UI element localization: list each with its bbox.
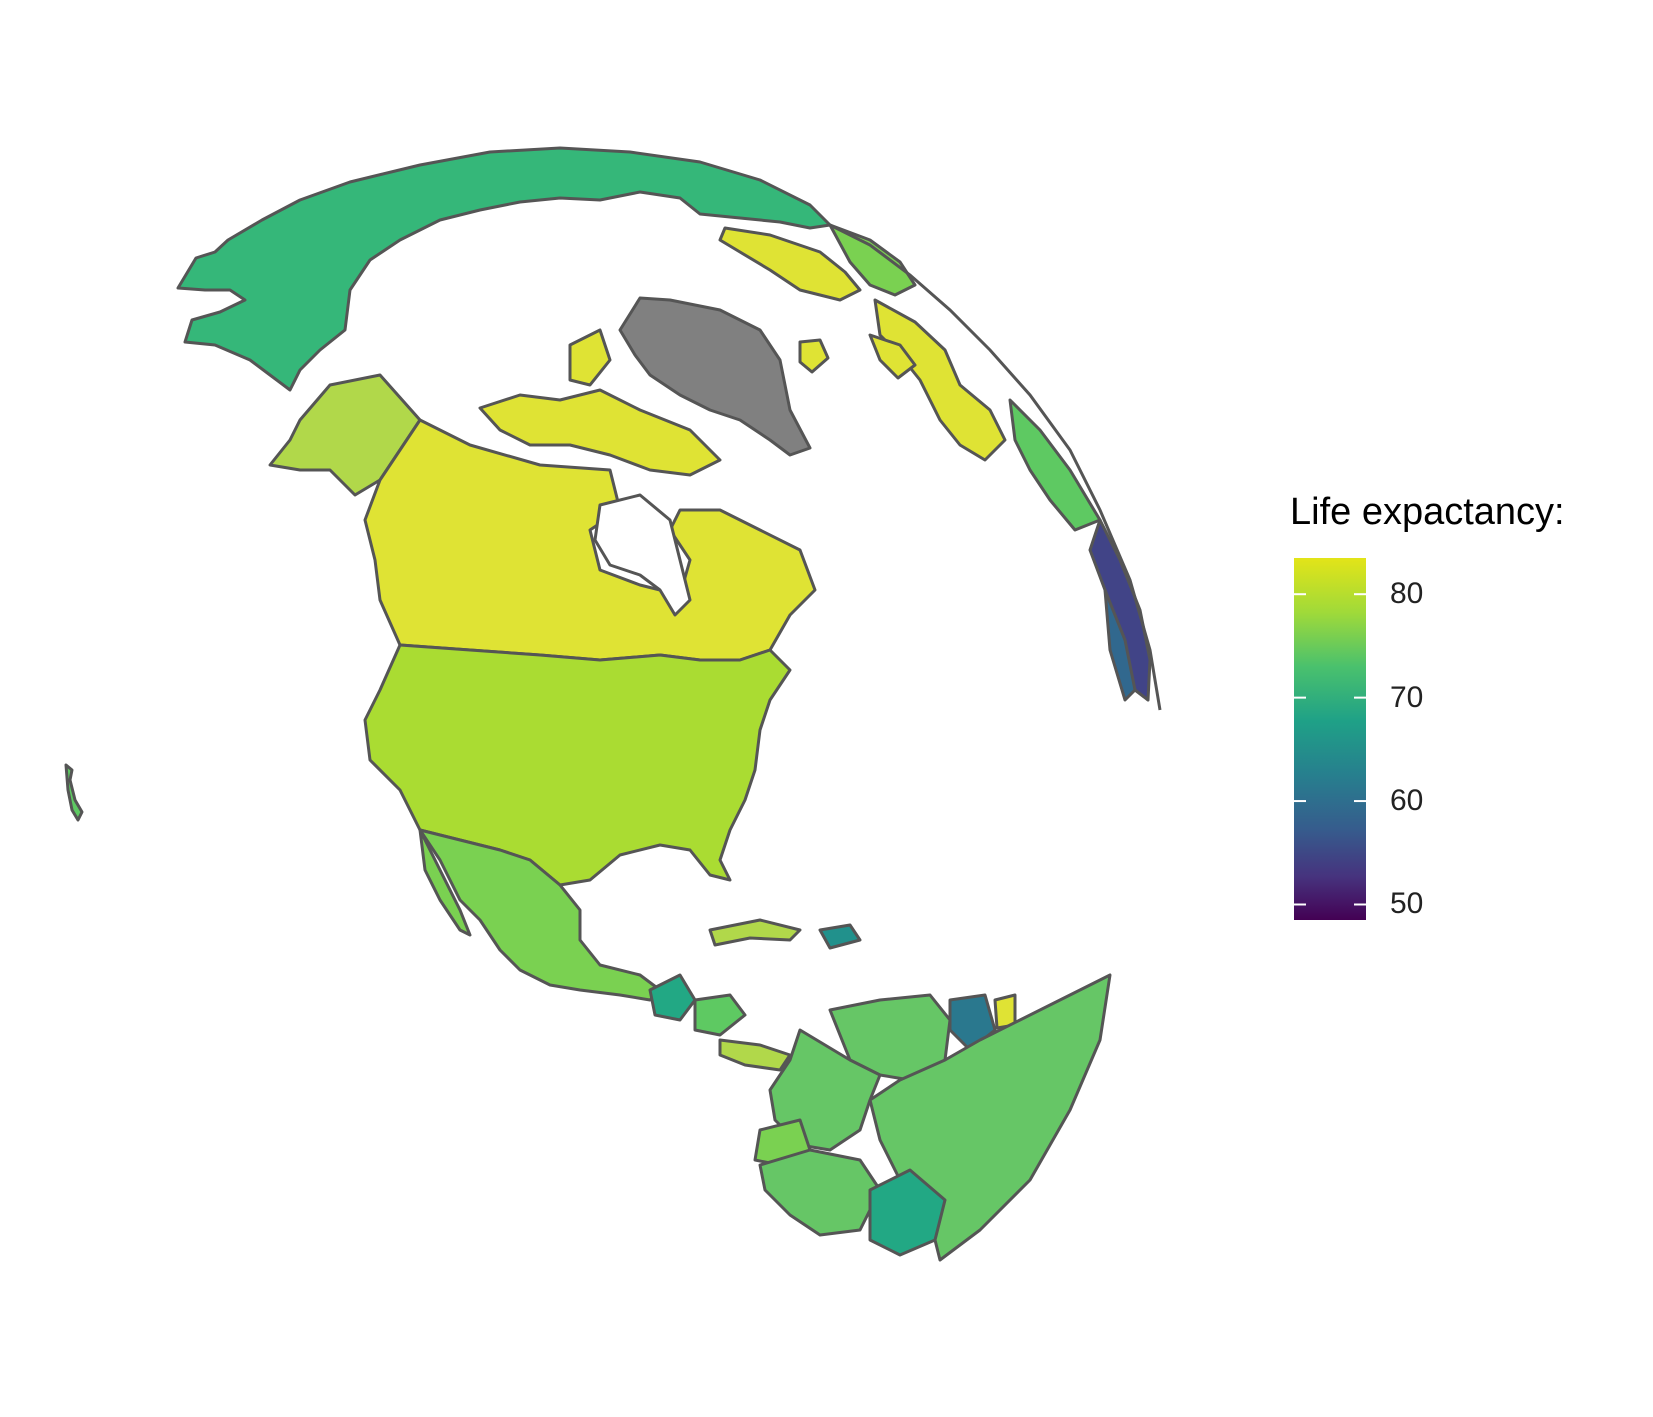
region-mexico (418, 828, 662, 1002)
region-british-isles (868, 333, 917, 380)
region-west-africa-south (1103, 588, 1137, 702)
region-scandinavia (718, 226, 862, 302)
region-central-asia (828, 223, 917, 297)
region-hudson-bay (593, 493, 692, 617)
region-honduras (693, 993, 747, 1037)
region-alaska (268, 373, 422, 497)
region-iceland (798, 338, 830, 374)
region-peru (758, 1148, 882, 1237)
region-baja (418, 828, 472, 937)
globe-outline (829, 223, 1162, 711)
region-greenland (618, 296, 812, 457)
legend-tick-label: 80 (1390, 577, 1424, 611)
region-europe (873, 298, 1007, 462)
region-north-africa (1008, 398, 1102, 532)
legend-tick-label: 50 (1390, 887, 1424, 921)
region-guatemala (648, 973, 697, 1022)
legend: Life expactancy: 80 70 60 50 (1290, 490, 1630, 950)
region-canada-islands (478, 388, 722, 477)
region-cuba (708, 918, 802, 947)
legend-tick-label: 70 (1390, 680, 1424, 714)
legend-colorbar (1294, 558, 1366, 920)
region-canada (363, 418, 817, 662)
region-panama (718, 1038, 792, 1072)
region-russia (176, 146, 832, 392)
region-hawaii (64, 763, 84, 822)
region-canada-islands-north (568, 328, 612, 387)
legend-title: Life expactancy: (1290, 491, 1565, 533)
region-bolivia (868, 1168, 947, 1257)
legend-tick-label: 60 (1390, 784, 1424, 818)
region-haiti (818, 923, 862, 950)
